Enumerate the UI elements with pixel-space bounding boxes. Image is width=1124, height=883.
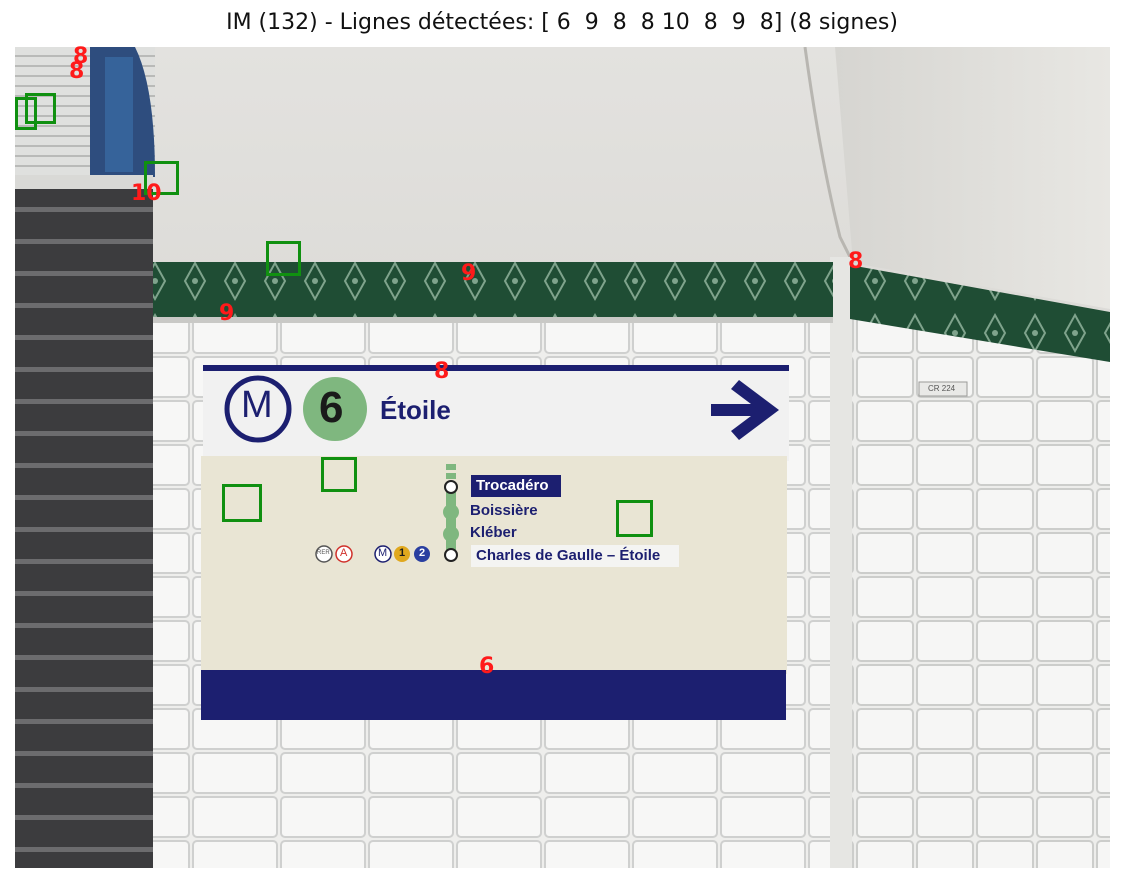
stop-label: Charles de Gaulle – Étoile bbox=[476, 547, 661, 564]
rer-badge: RER bbox=[317, 550, 330, 556]
metro-badge: M bbox=[378, 547, 388, 559]
stop-label: Trocadéro bbox=[476, 477, 549, 494]
stop-label: Boissière bbox=[470, 502, 538, 519]
metro-logo-letter: M bbox=[241, 384, 273, 426]
stop-label: Kléber bbox=[470, 524, 517, 541]
rer-line-badge: A bbox=[340, 547, 348, 559]
wall-plate: CR 224 bbox=[928, 384, 956, 393]
line-number: 6 bbox=[319, 383, 344, 432]
line-badge: 2 bbox=[419, 547, 426, 559]
metro-station-photo: M 6 Étoile Trocadéro Boissière Kléber Ch… bbox=[15, 47, 1110, 868]
figure-title: IM (132) - Lignes détectées: [ 6 9 8 8 1… bbox=[226, 10, 898, 35]
station-name: Étoile bbox=[380, 395, 451, 425]
line-badge: 1 bbox=[399, 547, 406, 559]
